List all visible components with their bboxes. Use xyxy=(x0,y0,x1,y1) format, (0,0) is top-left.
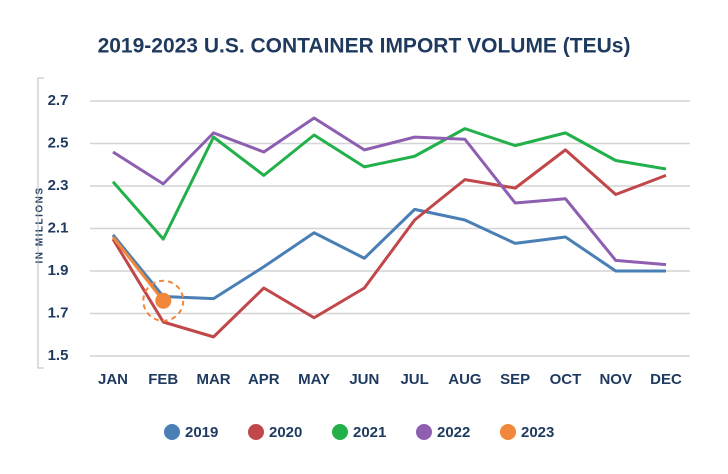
legend-swatch xyxy=(248,424,264,440)
y-tick-label: 2.7 xyxy=(48,92,69,109)
series-line xyxy=(111,127,667,241)
x-tick-label: JUL xyxy=(400,371,428,388)
y-axis-label: IN MILLIONS xyxy=(35,186,46,263)
series-line xyxy=(111,207,666,301)
y-tick-label: 2.1 xyxy=(48,219,69,236)
legend-swatch xyxy=(416,424,432,440)
legend-label: 2023 xyxy=(521,424,554,441)
axis-bracket xyxy=(37,77,44,369)
x-tick-label: AUG xyxy=(448,371,481,388)
y-tick-label: 1.9 xyxy=(48,262,69,279)
x-tick-label: JAN xyxy=(98,371,128,388)
x-tick-label: MAY xyxy=(298,371,330,388)
x-tick-label: OCT xyxy=(550,371,582,388)
x-tick-label: SEP xyxy=(500,371,530,388)
series-line xyxy=(111,148,667,339)
legend-label: 2019 xyxy=(185,424,218,441)
y-tick-label: 2.5 xyxy=(48,134,69,151)
latest-point xyxy=(155,292,172,309)
legend-swatch xyxy=(500,424,516,440)
x-tick-label: DEC xyxy=(650,371,682,388)
x-tick-label: MAR xyxy=(196,371,230,388)
y-tick-label: 1.5 xyxy=(48,347,69,364)
highlight-ring xyxy=(142,279,185,322)
x-tick-label: FEB xyxy=(148,371,178,388)
legend-label: 2020 xyxy=(269,424,302,441)
series-line xyxy=(112,116,667,267)
y-tick-label: 2.3 xyxy=(48,177,69,194)
x-tick-label: JUN xyxy=(349,371,379,388)
legend-swatch xyxy=(332,424,348,440)
legend-label: 2022 xyxy=(437,424,470,441)
x-tick-label: NOV xyxy=(599,371,632,388)
chart-title: 2019-2023 U.S. CONTAINER IMPORT VOLUME (… xyxy=(98,35,631,58)
legend-swatch xyxy=(164,424,180,440)
legend-label: 2021 xyxy=(353,424,386,441)
x-tick-label: APR xyxy=(248,371,280,388)
y-tick-label: 1.7 xyxy=(48,304,69,321)
series-line xyxy=(111,236,165,302)
